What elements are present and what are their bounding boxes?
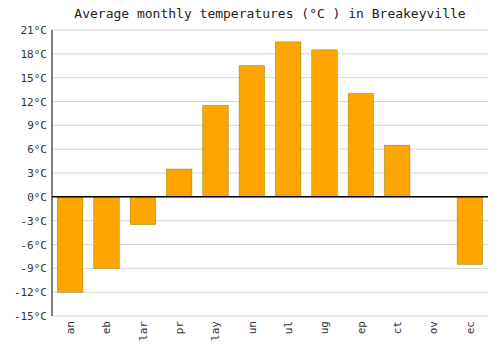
grid-line [52,149,488,150]
y-tick-label: 9°C [27,119,47,132]
bar [130,197,155,225]
x-tick-label: ug [318,321,331,334]
bar [57,197,82,292]
grid-line [52,292,488,293]
x-tick-label: ec [464,321,477,334]
grid-line [52,101,488,102]
y-tick-label: -6°C [21,239,48,252]
x-tick-label: an [64,321,77,334]
chart-container: Average monthly temperatures (°C ) in Br… [0,0,500,350]
bar [312,50,337,197]
y-tick-label: 15°C [21,72,48,85]
y-tick-label: -15°C [14,310,47,323]
bar [94,197,119,268]
bar [203,105,228,196]
y-tick-label: 3°C [27,167,47,180]
bar [384,145,409,197]
y-tick-label: -3°C [21,215,48,228]
y-axis-line [52,30,53,316]
y-axis: -15°C -12°C -9°C -6°C -3°C 0°C 3°C 6°C 9°C 12°C 15… [14,24,488,323]
y-tick-label: 0°C [27,191,47,204]
grid-line [52,30,488,31]
x-tick-label: lay [209,321,222,341]
bars [57,42,482,292]
grid-line [52,77,488,78]
zero-line [52,196,488,198]
x-tick-label: ov [427,321,440,335]
grid-line [52,125,488,126]
grid-line [52,173,488,174]
bar [348,94,373,197]
x-tick-label: un [246,321,259,334]
y-tick-label: 12°C [21,96,48,109]
y-tick-label: -9°C [21,262,48,275]
x-tick-label: ct [391,321,404,334]
x-tick-label: eb [100,321,113,334]
x-tick-label: pr [173,321,186,335]
y-tick-label: -12°C [14,286,47,299]
title: Average monthly temperatures (°C ) in Br… [74,6,466,21]
grid-line [52,53,488,54]
grid-line [52,316,488,317]
bar [239,66,264,197]
x-axis: an eb lar pr lay un ul ug ep ct ov ec [64,321,477,341]
y-tick-label: 18°C [21,48,48,61]
chart: Average monthly temperatures (°C ) in Br… [0,0,500,350]
bar [275,42,300,197]
x-tick-label: ep [355,321,368,334]
x-tick-label: ul [282,321,295,334]
y-tick-label: 6°C [27,143,47,156]
x-tick-label: lar [137,321,150,341]
grid-line [52,196,488,197]
bar [457,197,482,265]
y-tick-label: 21°C [21,24,48,37]
bar [166,169,191,197]
